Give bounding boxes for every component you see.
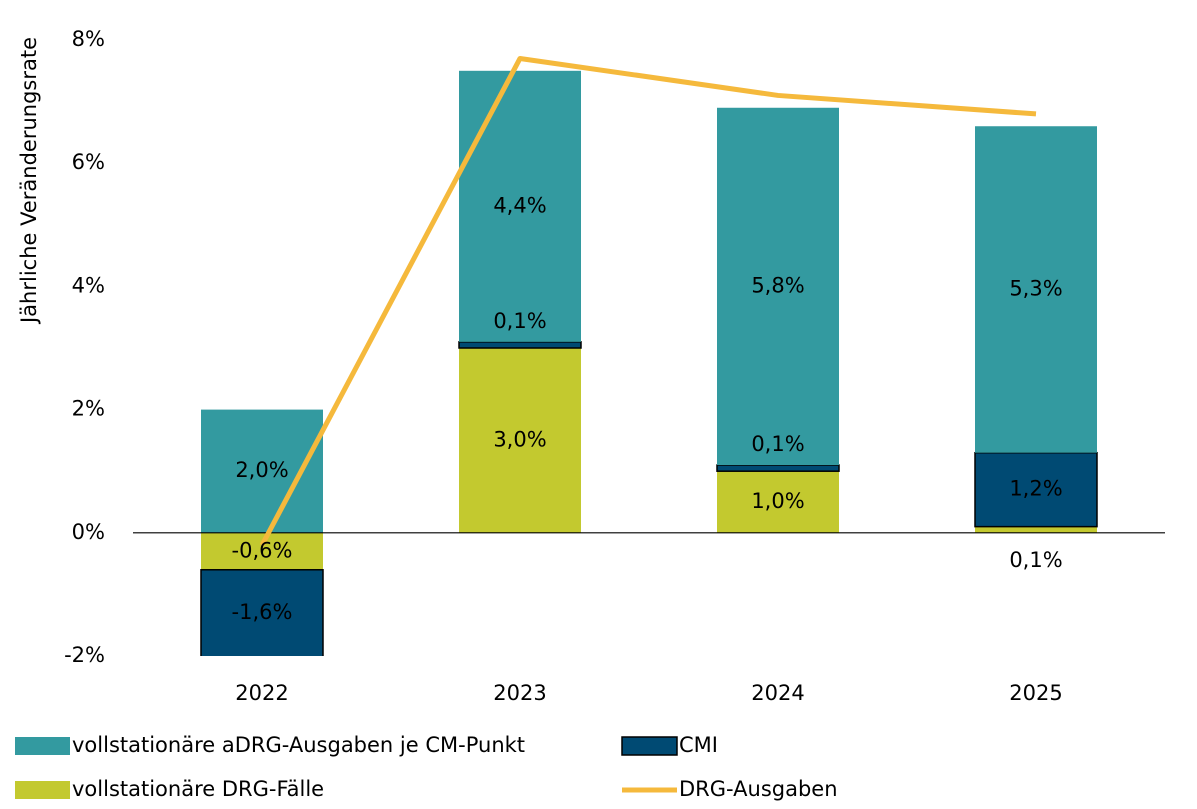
x-tick-label: 2022 bbox=[235, 681, 288, 705]
bar-segment bbox=[458, 341, 582, 349]
data-label: -0,6% bbox=[232, 538, 293, 562]
bar-segment bbox=[716, 464, 840, 472]
line-series bbox=[259, 55, 1037, 547]
data-label: 0,1% bbox=[1009, 548, 1062, 572]
data-label: 0,1% bbox=[493, 309, 546, 333]
bar-segment bbox=[717, 107, 839, 466]
bar-segment bbox=[975, 526, 1097, 533]
y-tick-label: 0% bbox=[72, 520, 105, 544]
legend-label: vollstationäre DRG-Fälle bbox=[72, 777, 324, 801]
bar-segment bbox=[200, 569, 324, 656]
data-label: 5,8% bbox=[751, 273, 804, 297]
data-label: 0,1% bbox=[751, 432, 804, 456]
bar-segment bbox=[974, 451, 1098, 528]
data-label: 4,4% bbox=[493, 193, 546, 217]
y-tick-label: -2% bbox=[64, 643, 105, 667]
y-tick-label: 8% bbox=[72, 27, 105, 51]
x-tick-label: 2023 bbox=[493, 681, 546, 705]
bar-segment bbox=[201, 532, 323, 570]
data-label: 5,3% bbox=[1009, 276, 1062, 300]
legend-swatch bbox=[15, 781, 70, 799]
data-label: 1,2% bbox=[1009, 477, 1062, 501]
bar-segment bbox=[717, 471, 839, 533]
y-tick-label: 2% bbox=[72, 397, 105, 421]
data-label: 3,0% bbox=[493, 427, 546, 451]
legend-swatch bbox=[15, 737, 70, 755]
legend-swatch bbox=[621, 736, 678, 756]
bar-segment bbox=[459, 348, 581, 533]
data-label: -1,6% bbox=[232, 600, 293, 624]
y-axis-label: Jährliche Veränderungsrate bbox=[17, 37, 41, 325]
legend-label: vollstationäre aDRG-Ausgaben je CM-Punkt bbox=[72, 733, 525, 757]
x-tick-label: 2024 bbox=[751, 681, 804, 705]
legend-label: CMI bbox=[679, 733, 718, 757]
data-label: 2,0% bbox=[235, 458, 288, 482]
y-tick-label: 6% bbox=[72, 150, 105, 174]
bar-segment bbox=[459, 70, 581, 342]
bars bbox=[200, 70, 1098, 656]
y-tick-label: 4% bbox=[72, 273, 105, 297]
bar-segment bbox=[975, 126, 1097, 453]
legend-label: DRG-Ausgaben bbox=[679, 777, 838, 801]
x-tick-label: 2025 bbox=[1009, 681, 1062, 705]
data-label: 1,0% bbox=[751, 489, 804, 513]
